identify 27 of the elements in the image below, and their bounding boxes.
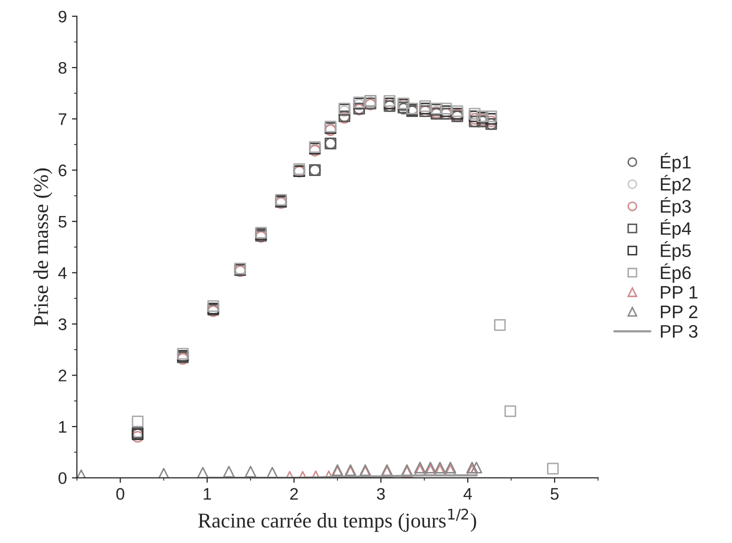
- x-axis-title: Racine carrée du temps (jours$^{1/2}$): [198, 508, 476, 532]
- x-tick-label: 4: [463, 488, 472, 500]
- y-tick-label: 3: [58, 318, 66, 330]
- x-tick-label: 2: [290, 488, 298, 500]
- x-tick-label: 0: [116, 488, 124, 500]
- legend-label: Ép5: [660, 241, 691, 261]
- y-tick-label: 2: [58, 370, 66, 382]
- legend-label: Ép6: [660, 263, 691, 283]
- x-tick-label: 1: [204, 488, 211, 500]
- legend-label: PP 1: [660, 286, 698, 299]
- legend-label: PP 3: [660, 325, 698, 338]
- legend-label: Ép4: [660, 219, 692, 239]
- y-tick-label: 5: [58, 216, 66, 228]
- y-tick-label: 9: [58, 10, 66, 22]
- y-tick-label: 4: [58, 267, 67, 279]
- y-tick-label: 7: [58, 113, 66, 125]
- y-tick-label: 1: [59, 421, 66, 433]
- y-tick-label: 6: [58, 164, 66, 176]
- y-axis-title: Prise de masse (%): [33, 168, 52, 326]
- x-tick-label: 3: [376, 488, 385, 500]
- legend-label: Ép1: [660, 152, 691, 172]
- y-tick-label: 8: [58, 62, 66, 74]
- legend-label: PP 2: [660, 305, 698, 318]
- legend-label: Ép3: [660, 197, 691, 216]
- legend-label: Ép2: [660, 174, 691, 194]
- x-tick-label: 5: [550, 488, 559, 500]
- y-tick-label: 0: [58, 472, 66, 484]
